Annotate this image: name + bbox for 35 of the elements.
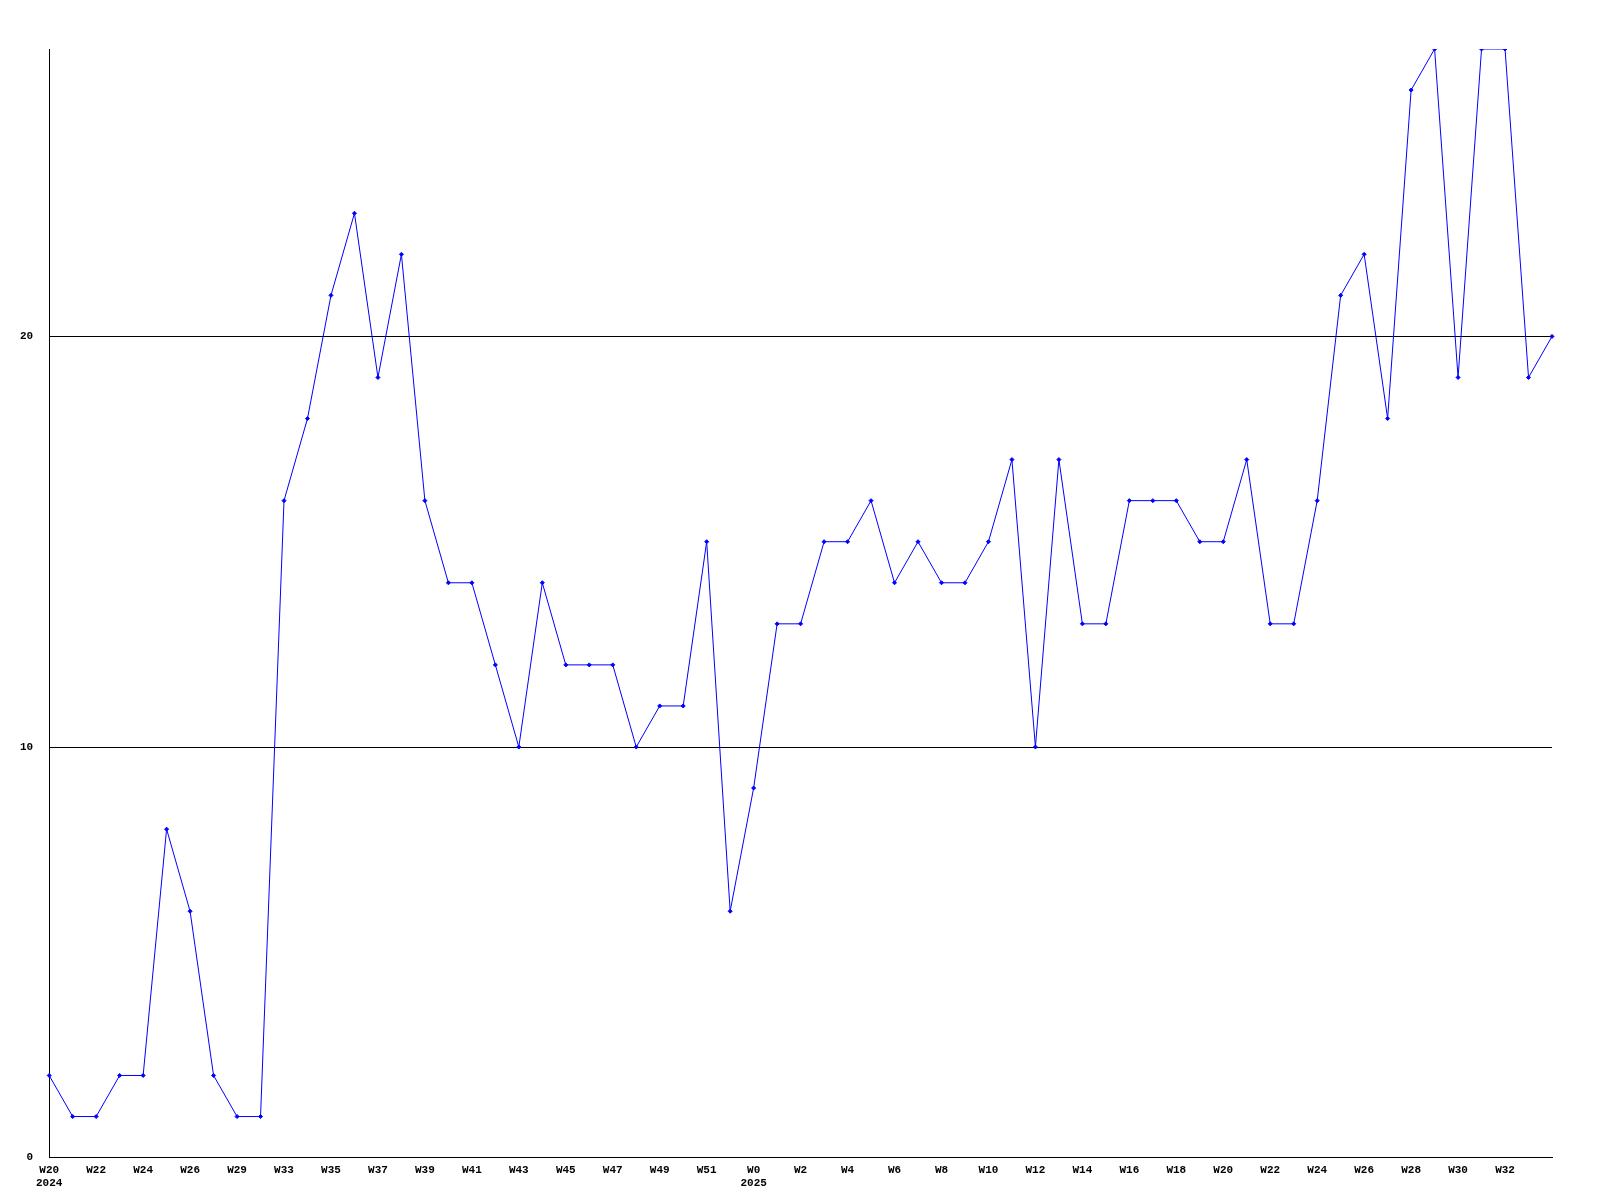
x-tick-label: W20: [1213, 1163, 1234, 1176]
y-tick-label: 10: [20, 740, 34, 753]
x-tick-label: W14: [1072, 1163, 1093, 1176]
x-tick-label: W49: [649, 1163, 670, 1176]
x-tick-label: W45: [555, 1163, 577, 1176]
x-tick-label: W37: [368, 1163, 388, 1176]
x-tick-label: W18: [1166, 1163, 1187, 1176]
x-tick-label: W26: [1354, 1163, 1375, 1176]
x-tick-label: W22: [86, 1163, 107, 1176]
x-tick-label: W41: [461, 1163, 483, 1176]
x-tick-label: W8: [934, 1163, 949, 1176]
x-tick-label: W47: [602, 1163, 623, 1176]
x-tick-label: W22: [1260, 1163, 1281, 1176]
x-tick-label: W4: [840, 1163, 855, 1176]
x-tick-label: W32: [1495, 1163, 1515, 1176]
x-tick-label: W28: [1401, 1163, 1422, 1176]
x-tick-label: W24: [1307, 1163, 1328, 1176]
x-tick-label: W20 2024: [36, 1163, 63, 1190]
x-tick-label: W33: [274, 1163, 295, 1176]
x-tick-label: W43: [508, 1163, 530, 1176]
x-tick-label: W51: [696, 1163, 717, 1176]
x-tick-label: W2: [794, 1163, 808, 1176]
x-tick-label: W26: [180, 1163, 200, 1176]
x-tick-label: W39: [415, 1163, 435, 1176]
x-tick-label: W10: [978, 1163, 999, 1176]
x-tick-label: W29: [227, 1163, 247, 1176]
x-tick-label: W0 2025: [740, 1163, 768, 1190]
x-tick-label: W12: [1025, 1163, 1046, 1176]
x-tick-label: W6: [887, 1163, 902, 1176]
x-tick-label: W35: [321, 1163, 342, 1176]
x-tick-label: W30: [1448, 1163, 1468, 1176]
y-tick-label: 0: [26, 1151, 34, 1164]
x-tick-label: W24: [133, 1163, 154, 1176]
x-tick-label: W16: [1119, 1163, 1140, 1176]
y-tick-label: 20: [20, 330, 34, 343]
